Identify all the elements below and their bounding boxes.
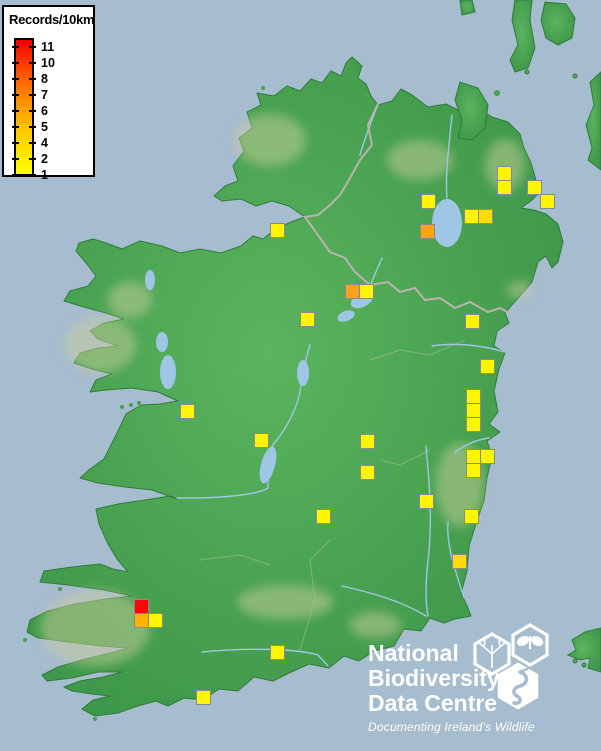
record-square[interactable] bbox=[316, 509, 331, 524]
logo-tagline: Documenting Ireland's Wildlife bbox=[368, 720, 535, 734]
record-square[interactable] bbox=[466, 403, 481, 418]
record-square[interactable] bbox=[359, 284, 374, 299]
river-suir bbox=[341, 585, 427, 617]
record-square[interactable] bbox=[465, 314, 480, 329]
legend-tick-left bbox=[12, 62, 19, 64]
lough-mask bbox=[156, 332, 168, 352]
record-square[interactable] bbox=[134, 599, 149, 614]
record-square[interactable] bbox=[270, 645, 285, 660]
lough-erne-upper bbox=[337, 310, 355, 322]
legend-label: 10 bbox=[41, 56, 55, 70]
record-square[interactable] bbox=[419, 494, 434, 509]
relief-shading bbox=[40, 114, 533, 666]
legend-box: Records/10km 11 10 8 7 6 5 4 2 1 bbox=[2, 5, 95, 182]
logo-line-2: Biodiversity bbox=[368, 665, 500, 691]
record-square[interactable] bbox=[540, 194, 555, 209]
lough-neagh bbox=[432, 199, 462, 247]
record-square[interactable] bbox=[180, 404, 195, 419]
boundaries bbox=[199, 103, 514, 651]
lough-conn bbox=[145, 270, 155, 290]
record-square[interactable] bbox=[466, 463, 481, 478]
seahorse-hexagon-icon bbox=[497, 662, 539, 710]
tree-hexagon-icon bbox=[473, 632, 511, 676]
legend-tick-right bbox=[29, 142, 36, 144]
legend-tick-right bbox=[29, 110, 36, 112]
lough-derg bbox=[259, 446, 277, 484]
river-bann bbox=[445, 114, 453, 199]
legend-tick-left bbox=[12, 46, 19, 48]
record-square[interactable] bbox=[466, 389, 481, 404]
record-square[interactable] bbox=[300, 312, 315, 327]
legend-label: 7 bbox=[41, 88, 48, 102]
lough-corrib bbox=[160, 355, 176, 389]
record-square[interactable] bbox=[254, 433, 269, 448]
legend-tick-right bbox=[29, 62, 36, 64]
record-square[interactable] bbox=[480, 449, 495, 464]
record-square[interactable] bbox=[527, 180, 542, 195]
record-square[interactable] bbox=[134, 613, 149, 628]
record-square[interactable] bbox=[464, 209, 479, 224]
legend-label: 4 bbox=[41, 136, 48, 150]
lough-ree bbox=[297, 360, 309, 386]
record-square[interactable] bbox=[360, 465, 375, 480]
legend-tick-left bbox=[12, 158, 19, 160]
record-square[interactable] bbox=[466, 417, 481, 432]
legend-tick-right bbox=[29, 126, 36, 128]
legend-tick-right bbox=[29, 158, 36, 160]
record-square[interactable] bbox=[480, 359, 495, 374]
legend-title: Records/10km bbox=[9, 12, 95, 27]
legend-tick-left bbox=[12, 110, 19, 112]
record-square[interactable] bbox=[270, 223, 285, 238]
river-barrow bbox=[425, 445, 432, 617]
legend-tick-left bbox=[12, 78, 19, 80]
record-square[interactable] bbox=[497, 166, 512, 181]
record-square[interactable] bbox=[497, 180, 512, 195]
record-square[interactable] bbox=[421, 194, 436, 209]
butterfly-hexagon-icon bbox=[511, 623, 549, 667]
legend-tick-right bbox=[29, 94, 36, 96]
record-square[interactable] bbox=[464, 509, 479, 524]
legend-label: 5 bbox=[41, 120, 48, 134]
legend-tick-right bbox=[29, 46, 36, 48]
scotland-coast bbox=[454, 0, 601, 171]
legend-tick-left bbox=[12, 94, 19, 96]
river-liffey bbox=[454, 437, 490, 453]
legend-label: 2 bbox=[41, 152, 48, 166]
small-islands bbox=[23, 86, 500, 721]
record-square[interactable] bbox=[452, 554, 467, 569]
ni-border bbox=[303, 103, 514, 316]
record-square[interactable] bbox=[196, 690, 211, 705]
record-square[interactable] bbox=[360, 434, 375, 449]
logo-line-3: Data Centre bbox=[368, 690, 498, 716]
logo-line-1: National bbox=[368, 640, 459, 666]
legend-label: 8 bbox=[41, 72, 48, 86]
record-square[interactable] bbox=[420, 224, 435, 239]
legend-tick-right bbox=[29, 78, 36, 80]
nbdc-logo-hexagons bbox=[473, 623, 549, 710]
wales-coast bbox=[566, 627, 601, 673]
legend-label: 6 bbox=[41, 104, 48, 118]
legend-tick-right bbox=[29, 174, 36, 176]
river-boyne bbox=[431, 343, 506, 353]
record-square[interactable] bbox=[345, 284, 360, 299]
county-borders bbox=[199, 339, 466, 651]
legend-tick-left bbox=[12, 126, 19, 128]
legend-tick-left bbox=[12, 142, 19, 144]
legend-gradient-bar bbox=[14, 38, 34, 176]
record-square[interactable] bbox=[478, 209, 493, 224]
legend-tick-left bbox=[12, 174, 19, 176]
legend-label: 1 bbox=[41, 168, 48, 182]
nbdc-logo: National Biodiversity Data Centre Docume… bbox=[368, 640, 535, 735]
legend-label: 11 bbox=[41, 40, 55, 54]
record-square[interactable] bbox=[148, 613, 163, 628]
record-square[interactable] bbox=[466, 449, 481, 464]
